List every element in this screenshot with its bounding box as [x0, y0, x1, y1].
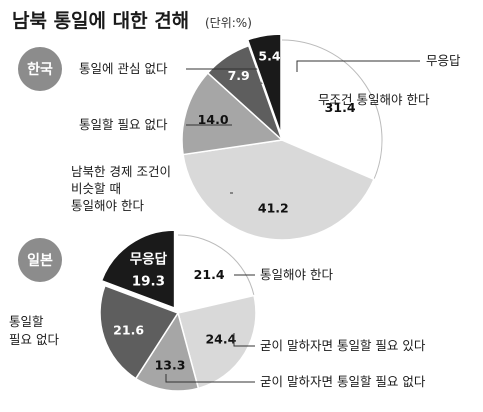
pie-slice-group: 13.3	[134, 311, 200, 392]
pie-slice-group: 5.4	[246, 33, 282, 135]
badge-label: 한국	[27, 62, 53, 78]
pie-category-label: 무조건 통일해야 한다	[318, 92, 430, 107]
pie-slice-group: 19.3 무응답	[100, 229, 176, 310]
pie-slice-group: 14.0	[181, 71, 284, 156]
chart-title: 남북 통일에 대한 견해	[12, 10, 189, 32]
chart-unit: (단위:%)	[205, 16, 252, 30]
pie-slice	[246, 33, 282, 135]
badge-label: 일본	[27, 253, 53, 269]
pie-value-label: 7.9	[228, 68, 250, 83]
pie-slice	[182, 139, 375, 241]
pie-slice	[99, 284, 180, 380]
pie-value-label: 21.6	[113, 322, 144, 337]
badge-circle	[18, 47, 62, 91]
pie-category-label: 통일할 필요 없다	[79, 117, 168, 132]
pie-slice	[134, 311, 200, 392]
pie-slice-group: 21.6	[99, 284, 180, 380]
pie-value-label: 31.4	[325, 100, 356, 115]
pie-slice	[181, 71, 284, 156]
pie-category-label: 통일에 관심 없다	[79, 61, 168, 76]
pie-slice-group: 41.2	[182, 139, 375, 241]
pie-value-label: 5.4	[258, 48, 280, 63]
pie-category-label: 굳이 말하자면 통일할 필요 있다	[260, 338, 426, 353]
pie-value-label: 21.4	[194, 267, 225, 282]
pie-category-label: 통일해야 한다	[71, 198, 144, 213]
pie-badge: 한국	[18, 47, 62, 91]
pie-value-label: 14.0	[198, 112, 229, 127]
pie-value-label: 19.3	[132, 273, 165, 289]
chart-header: 남북 통일에 대한 견해 (단위:%)	[12, 10, 252, 32]
pie-category-label: 통일할	[9, 314, 44, 329]
leader-line	[165, 374, 255, 383]
badge-circle	[18, 238, 62, 282]
pie-slice	[177, 294, 257, 390]
pie-slice-group: 31.4	[281, 39, 383, 181]
pie-category-label: 통일해야 한다	[260, 267, 333, 282]
pie-value-label: 24.4	[205, 332, 236, 347]
pie-category-label: 무응답	[130, 250, 168, 267]
pie-slice-group: 24.4	[177, 294, 257, 390]
pie-slice-outline	[281, 39, 383, 180]
pie-slice-outline	[177, 234, 255, 296]
pie-slice	[100, 229, 176, 310]
pie-japan: 일본 21.4 통일해야 한다 24.4 굳이 말하자면 통일할 필요 있다 13.3 굳이…	[9, 229, 426, 392]
leader-line	[233, 333, 255, 347]
pie-badge: 일본	[18, 238, 62, 282]
pie-category-label: 무응답	[426, 53, 461, 68]
pie-category-label: 비슷할 때	[71, 181, 121, 196]
pie-slice-group: 21.4	[177, 234, 255, 314]
pie-value-label: 13.3	[155, 357, 186, 372]
pie-category-label: 남북한 경제 조건이	[71, 164, 171, 179]
pie-category-label: 굳이 말하자면 통일할 필요 없다	[260, 374, 426, 389]
pie-category-label: 필요 없다	[9, 332, 59, 347]
pie-value-label: 41.2	[258, 200, 289, 215]
leader-line	[296, 60, 420, 72]
